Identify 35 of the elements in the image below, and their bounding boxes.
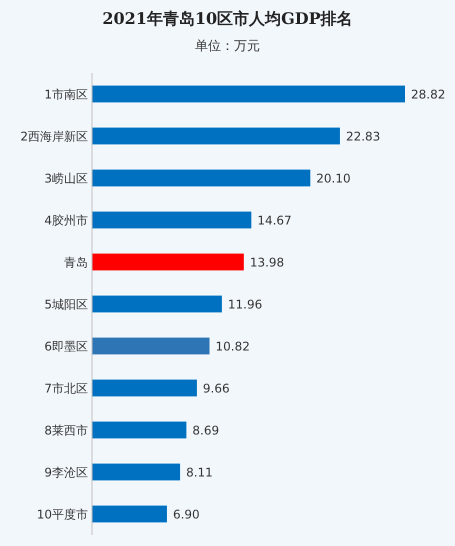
data-label: 8.69	[192, 424, 220, 438]
data-label: 10.82	[216, 340, 250, 354]
bar	[92, 464, 180, 480]
bar	[92, 338, 210, 354]
y-tick-label: 2西海岸新区	[20, 130, 88, 144]
bar	[92, 422, 186, 438]
data-label: 28.82	[411, 88, 446, 102]
bar	[92, 170, 310, 186]
data-label: 11.96	[228, 298, 262, 312]
bar	[92, 380, 197, 396]
y-tick-label: 5城阳区	[44, 298, 88, 312]
bar	[92, 254, 244, 270]
data-label: 20.10	[316, 172, 351, 186]
bar	[92, 128, 340, 144]
y-tick-label: 8莱西市	[44, 424, 88, 438]
bar	[92, 86, 405, 102]
y-tick-label: 1市南区	[44, 88, 88, 102]
y-tick-label: 青岛	[64, 256, 88, 270]
chart-title: 2021年青岛10区市人均GDP排名	[102, 9, 353, 28]
data-label: 6.90	[172, 508, 200, 522]
data-label: 22.83	[346, 130, 380, 144]
y-tick-label: 7市北区	[44, 382, 88, 396]
y-tick-label: 10平度市	[36, 508, 88, 522]
y-tick-label: 4胶州市	[44, 214, 88, 228]
data-label: 8.11	[186, 466, 213, 480]
y-tick-label: 9李沧区	[44, 466, 88, 480]
chart-subtitle: 单位：万元	[195, 39, 260, 54]
y-tick-label: 6即墨区	[44, 340, 88, 354]
bar	[92, 506, 167, 522]
data-label: 9.66	[202, 382, 230, 396]
y-tick-label: 3崂山区	[44, 172, 88, 186]
bar	[92, 296, 222, 312]
bar	[92, 212, 252, 228]
data-label: 13.98	[250, 256, 284, 270]
data-label: 14.67	[257, 214, 292, 228]
